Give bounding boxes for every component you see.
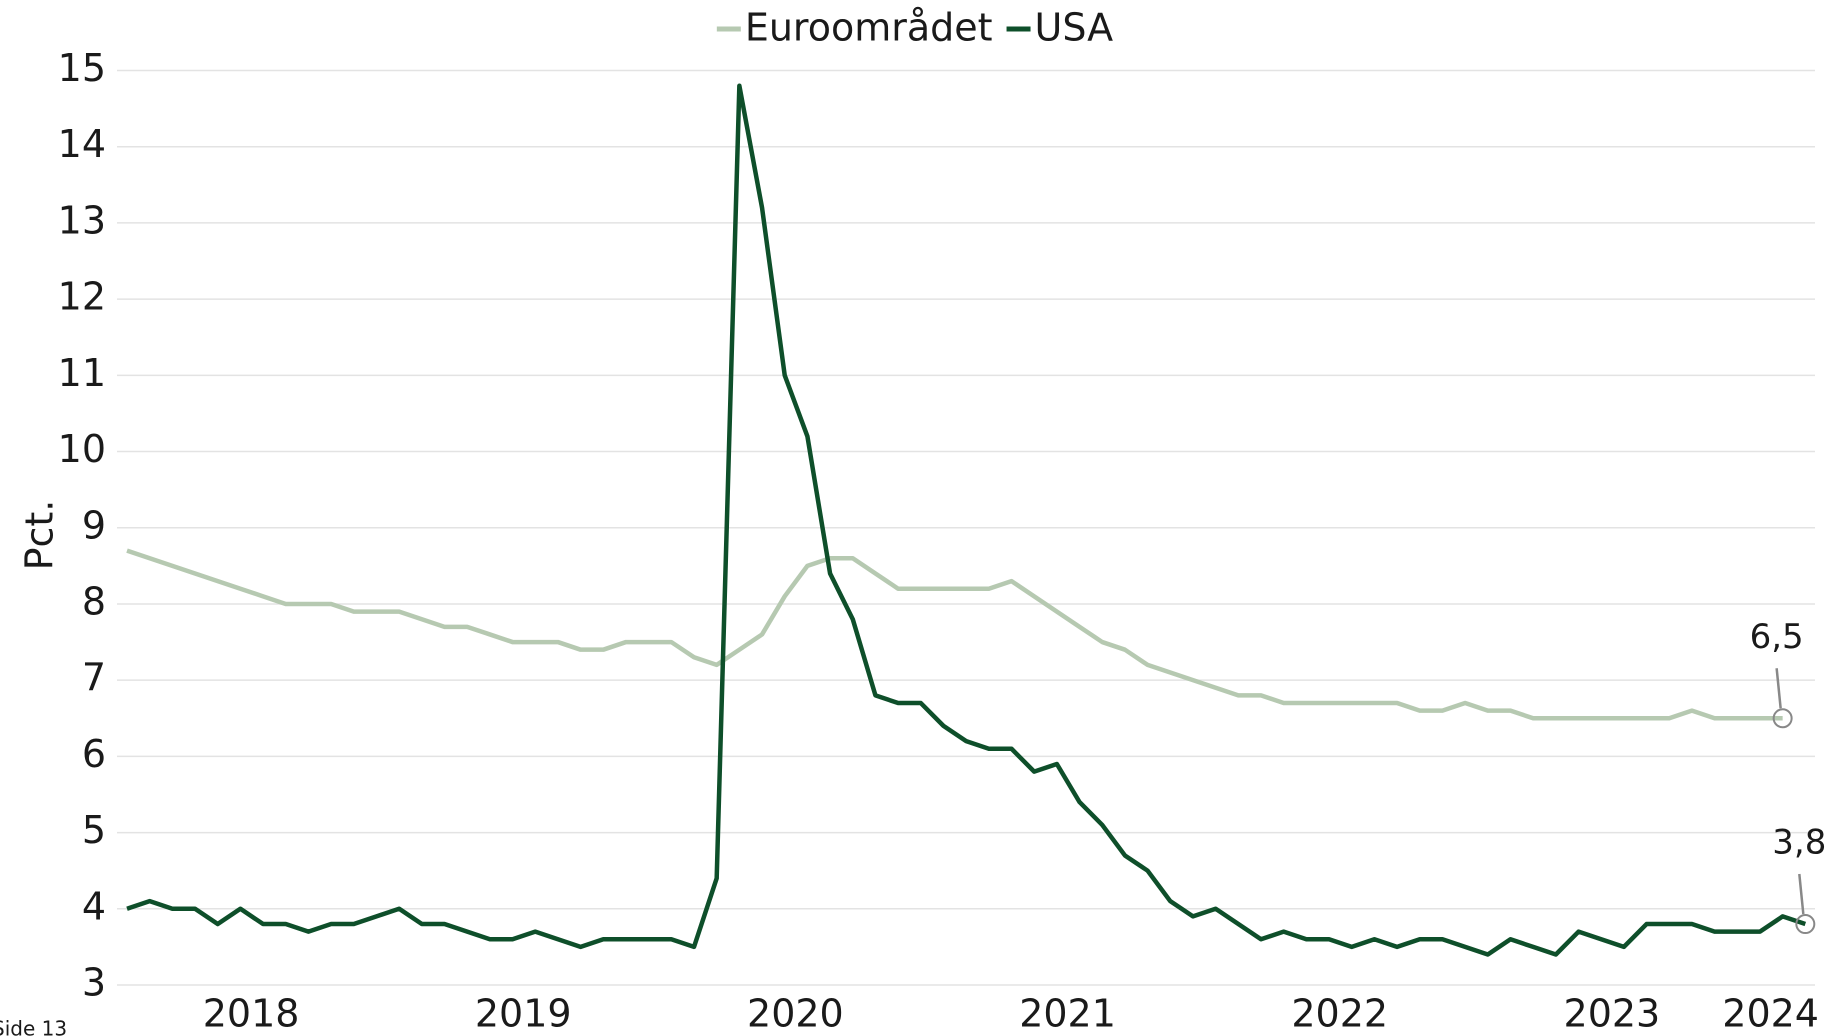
series-line <box>126 83 1807 957</box>
y-tick-label: 4 <box>82 884 106 928</box>
y-axis-label: Pct. <box>18 500 62 571</box>
x-tick-label: 2020 <box>747 992 844 1036</box>
y-tick-label: 10 <box>58 427 106 471</box>
y-tick-label: 12 <box>58 275 106 319</box>
y-tick-label: 15 <box>58 46 106 90</box>
x-tick-label: 2021 <box>1019 992 1116 1036</box>
x-tick-label: 2023 <box>1564 992 1661 1036</box>
y-tick-label: 6 <box>82 732 106 776</box>
leader-line <box>1775 668 1782 709</box>
legend-label: USA <box>1035 6 1114 50</box>
x-tick-label: 2024 <box>1722 992 1819 1036</box>
y-tick-label: 9 <box>82 503 106 547</box>
y-tick-label: 8 <box>82 579 106 623</box>
y-tick-label: 7 <box>82 656 106 700</box>
series-line <box>126 548 1783 721</box>
footer: Side 13 <box>0 1017 67 1036</box>
y-tick-label: 11 <box>58 351 106 395</box>
value-label: 3,8 <box>1772 823 1826 863</box>
x-tick-label: 2022 <box>1291 992 1388 1036</box>
y-tick-label: 5 <box>82 808 106 852</box>
end-marker <box>1795 914 1816 935</box>
y-tick-label: 3 <box>82 961 106 1005</box>
y-tick-label: 13 <box>58 198 106 242</box>
end-marker <box>1772 708 1793 729</box>
x-tick-label: 2018 <box>203 992 300 1036</box>
leader-line <box>1798 873 1805 915</box>
y-tick-label: 14 <box>58 122 106 166</box>
value-label: 6,5 <box>1750 617 1804 657</box>
x-tick-label: 2019 <box>475 992 572 1036</box>
legend-label: Euroområdet <box>745 6 993 50</box>
